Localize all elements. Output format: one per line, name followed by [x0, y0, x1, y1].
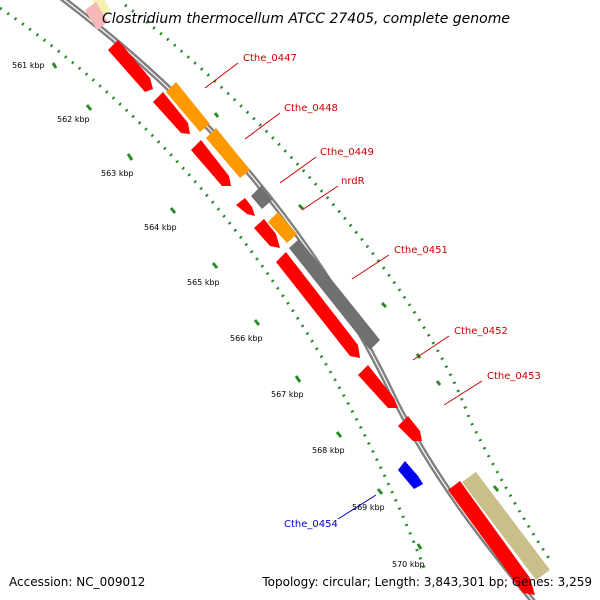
- gene-arrow[interactable]: [398, 416, 422, 441]
- tick-track-inner: [0, 6, 427, 571]
- gene-label-cthe-0451[interactable]: Cthe_0451: [394, 245, 448, 256]
- reverse-gene-arrow[interactable]: [398, 461, 423, 489]
- scale-label: 563 kbp: [101, 169, 134, 178]
- outer-major-ticks: [213, 112, 500, 492]
- scale-label: 570 kbp: [392, 560, 425, 569]
- gene-arrow[interactable]: [153, 92, 190, 134]
- gene-label-cthe-0452[interactable]: Cthe_0452: [454, 326, 508, 337]
- rna-feature[interactable]: [268, 212, 297, 243]
- other-feature[interactable]: [462, 472, 550, 580]
- gene-arrow[interactable]: [108, 40, 153, 92]
- scale-label: 564 kbp: [144, 223, 177, 232]
- accession-label: Accession: NC_009012: [9, 575, 145, 589]
- gene-arrow[interactable]: [448, 481, 535, 595]
- scale-label: 567 kbp: [271, 390, 304, 399]
- label-connectors: [204, 62, 483, 520]
- scale-labels: 561 kbp 562 kbp 563 kbp 564 kbp 565 kbp …: [12, 61, 425, 569]
- scale-label: 569 kbp: [352, 503, 385, 512]
- map-title: Clostridium thermocellum ATCC 27405, com…: [102, 11, 510, 27]
- gene-label-cthe-0454[interactable]: Cthe_0454: [284, 519, 338, 530]
- gene-arrow[interactable]: [276, 252, 360, 358]
- pseudo-feature[interactable]: [251, 186, 272, 209]
- scale-label: 568 kbp: [312, 446, 345, 455]
- scale-label: 562 kbp: [57, 115, 90, 124]
- gene-arrow[interactable]: [358, 365, 398, 408]
- scale-label: 566 kbp: [230, 334, 263, 343]
- feature-partial-top-2[interactable]: [85, 2, 108, 30]
- gene-label-nrdr[interactable]: nrdR: [341, 176, 365, 187]
- gene-label-cthe-0449[interactable]: Cthe_0449: [320, 147, 374, 158]
- gene-labels: Cthe_0447 Cthe_0448 Cthe_0449 nrdR Cthe_…: [243, 53, 541, 530]
- scale-label: 565 kbp: [187, 278, 220, 287]
- gene-arrow[interactable]: [254, 219, 280, 248]
- tick-track-outer: [124, 3, 552, 561]
- gene-label-cthe-0453[interactable]: Cthe_0453: [487, 371, 541, 382]
- major-ticks: [51, 62, 423, 550]
- gene-arrow[interactable]: [236, 198, 255, 216]
- rna-feature[interactable]: [206, 128, 250, 178]
- pseudo-feature[interactable]: [289, 239, 380, 350]
- scale-label: 561 kbp: [12, 61, 45, 70]
- rna-feature[interactable]: [166, 82, 210, 132]
- genome-summary: Topology: circular; Length: 3,843,301 bp…: [261, 575, 592, 589]
- gene-arrow[interactable]: [191, 140, 231, 186]
- gene-label-cthe-0448[interactable]: Cthe_0448: [284, 103, 338, 114]
- gene-label-cthe-0447[interactable]: Cthe_0447: [243, 53, 297, 64]
- gene-features: [85, 0, 550, 595]
